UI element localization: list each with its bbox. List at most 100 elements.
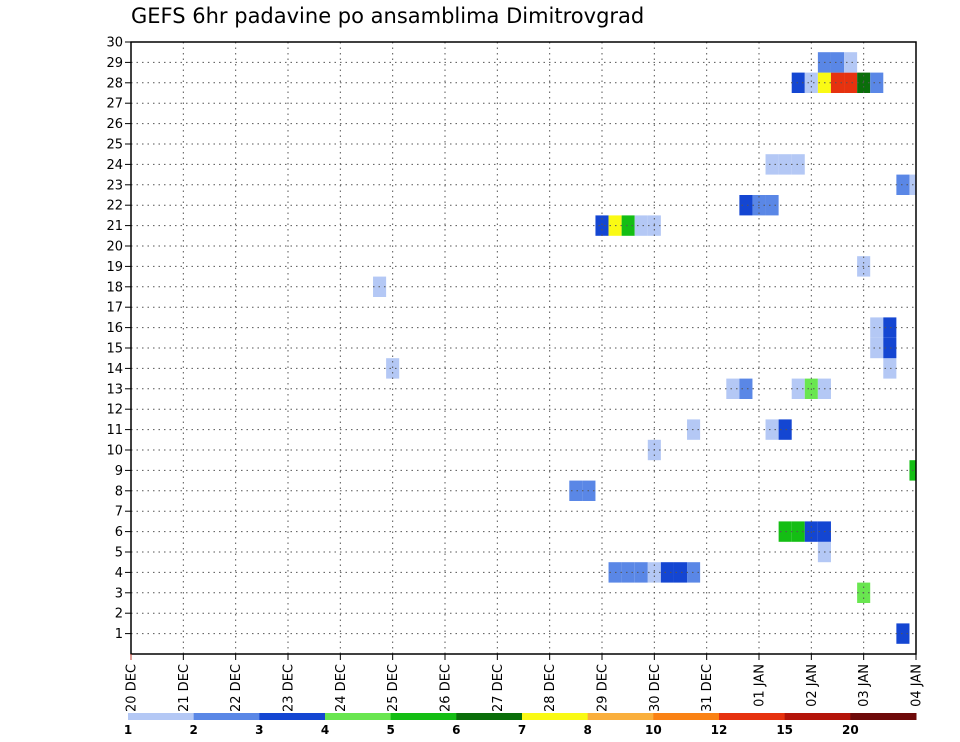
data-cell [634,215,648,236]
y-tick-label: 23 [106,178,123,193]
legend-swatch [850,713,917,720]
data-cell [778,521,792,542]
data-cell [778,419,792,440]
data-cell [804,72,818,93]
y-tick-label: 30 [106,36,123,51]
y-tick-label: 19 [106,260,123,275]
legend-label: 12 [711,723,728,737]
y-tick-label: 8 [115,484,123,499]
data-cell [896,174,910,195]
data-cell [687,562,701,583]
y-axis: 1234567891011121314151617181920212223242… [106,36,131,642]
y-tick-label: 27 [106,97,123,112]
data-cell [386,358,400,379]
data-cell [621,562,635,583]
y-tick-label: 6 [115,525,123,540]
data-cell [791,72,805,93]
data-cell [870,317,884,338]
legend-label: 5 [386,723,394,737]
y-tick-label: 17 [106,301,123,316]
x-tick-label: 26 DEC [439,664,454,712]
data-cell [634,562,648,583]
y-tick-label: 15 [106,342,123,357]
data-cell [621,215,635,236]
y-tick-label: 11 [106,423,123,438]
data-cell [883,358,897,379]
data-cell [883,317,897,338]
data-cell [896,623,910,644]
data-cell [791,521,805,542]
legend-label: 10 [645,723,662,737]
legend-swatch [390,713,457,720]
data-cell [830,72,845,93]
grid-layer [131,41,916,654]
legend-label: 6 [452,723,460,737]
color-legend: 1 2 3 4 5 6 7 8 10 12 15 20 [124,713,917,737]
y-tick-label: 24 [106,158,123,173]
y-tick-label: 21 [106,219,123,234]
y-tick-label: 20 [106,240,123,255]
y-tick-label: 26 [106,117,123,132]
y-tick-label: 1 [115,627,123,642]
data-cell [673,562,688,583]
y-tick-label: 18 [106,280,123,295]
cells-layer [373,52,916,644]
data-cell [778,154,792,175]
data-cell [830,52,845,73]
y-tick-label: 16 [106,321,123,336]
y-tick-label: 13 [106,382,123,397]
x-tick-label: 23 DEC [282,664,297,712]
data-cell [739,378,753,399]
x-axis: 20 DEC 21 DEC 22 DEC 23 DEC 24 DEC 25 DEC 26 D… [125,654,925,712]
data-cell [791,378,805,399]
data-cell [765,195,779,216]
x-tick-label: 20 DEC [125,664,140,712]
legend-swatch [719,713,786,720]
data-cell [870,337,884,359]
data-cell [765,419,779,440]
x-tick-label: 02 JAN [805,664,820,707]
data-cell [726,378,740,399]
y-tick-label: 12 [106,403,123,418]
data-cell [791,154,805,175]
data-cell [844,52,858,73]
legend-label: 1 [124,723,132,737]
legend-label: 20 [842,723,859,737]
data-cell [660,562,674,583]
legend-label: 4 [321,723,329,737]
x-tick-label: 24 DEC [334,664,349,712]
x-tick-label: 04 JAN [910,664,925,707]
y-tick-label: 29 [106,56,123,71]
y-tick-label: 25 [106,138,123,153]
x-tick-label: 03 JAN [857,664,872,707]
x-tick-label: 25 DEC [386,664,401,712]
y-tick-label: 4 [115,566,123,581]
y-tick-label: 2 [115,607,123,622]
data-cell [569,480,583,501]
data-cell [687,419,701,440]
legend-label: 3 [255,723,263,737]
y-tick-label: 3 [115,586,123,601]
legend-swatch [653,713,720,720]
data-cell [870,72,884,93]
legend-swatch [784,713,851,720]
legend-label: 2 [189,723,197,737]
legend-swatch [128,713,195,720]
x-tick-label: 01 JAN [753,664,768,707]
legend-label: 7 [518,723,526,737]
legend-swatch [587,713,654,720]
y-tick-label: 5 [115,546,123,561]
data-cell [765,154,779,175]
legend-swatch [456,713,523,720]
legend-swatch [522,713,589,720]
legend-swatch [193,713,260,720]
y-tick-label: 14 [106,362,123,377]
x-tick-label: 21 DEC [177,664,192,712]
x-tick-label: 28 DEC [543,664,558,712]
data-cell [883,337,897,359]
legend-label: 15 [776,723,793,737]
legend-swatch [259,713,326,720]
y-tick-label: 10 [106,444,123,459]
chart-title: GEFS 6hr padavine po ansamblima Dimitrov… [131,4,645,28]
